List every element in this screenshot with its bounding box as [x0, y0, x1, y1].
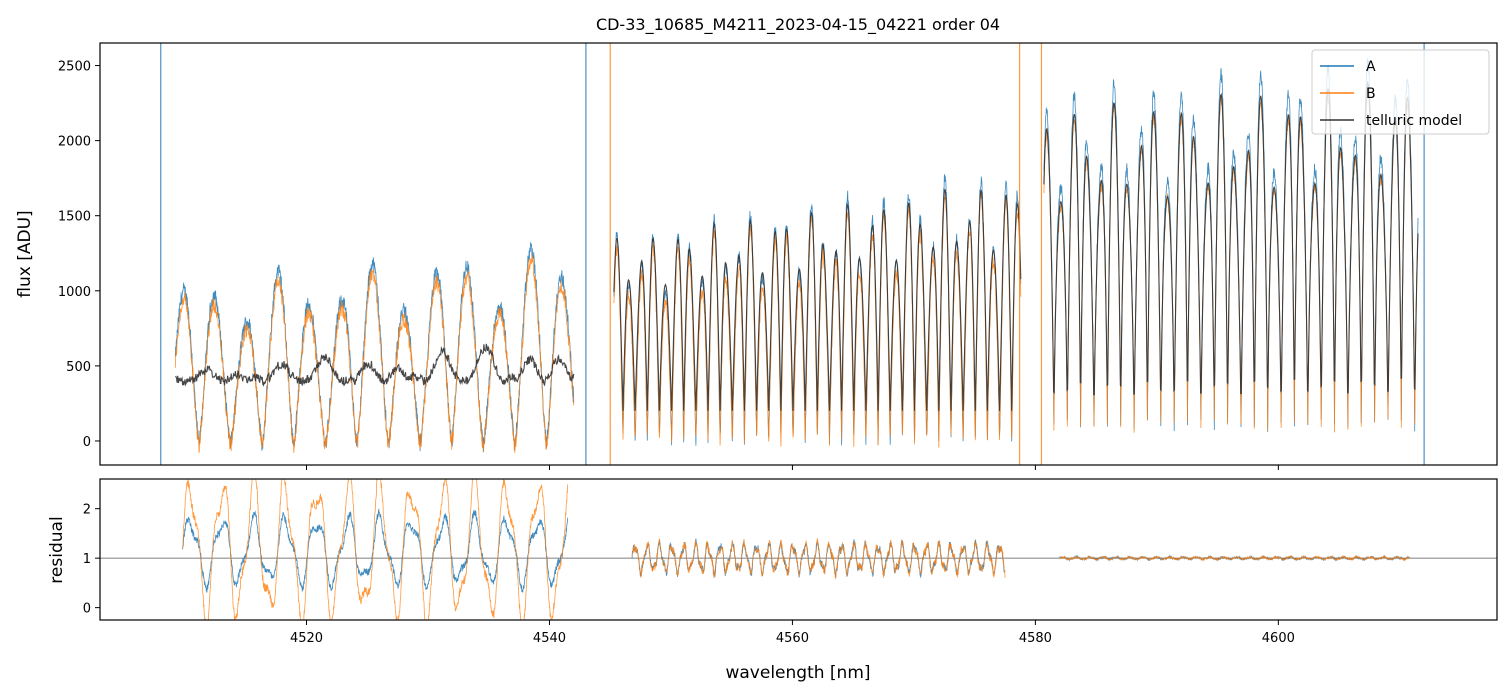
- residual-x-tick-label: 4560: [776, 631, 809, 646]
- legend: A B telluric model: [1311, 49, 1490, 135]
- series-b-line: [174, 253, 575, 454]
- flux-y-tick-label: 0: [83, 435, 91, 450]
- flux-y-tick-label: 500: [66, 360, 91, 375]
- residual-y-label: residual: [47, 516, 67, 583]
- residual-b-line: [182, 479, 569, 620]
- residual-y-tick-label: 1: [83, 552, 91, 567]
- flux-axes-frame: [99, 42, 1498, 466]
- series-a-line: [174, 242, 575, 453]
- legend-label-a: A: [1366, 59, 1376, 75]
- residual-y-tick-label: 2: [83, 503, 91, 518]
- residual-b-line: [631, 537, 1006, 580]
- residual-x-tick-label: 4520: [290, 631, 323, 646]
- residual-b-line: [1059, 554, 1410, 562]
- flux-y-label: flux [ADU]: [15, 210, 35, 297]
- telluric-model-line: [1043, 80, 1419, 396]
- legend-label-model: telluric model: [1366, 113, 1462, 129]
- telluric-model-line: [175, 343, 575, 387]
- flux-panel: 0 500 1000 1500 2000 2500 flux [ADU] A B tell…: [15, 42, 1498, 470]
- flux-y-tick-label: 1500: [58, 210, 91, 225]
- flux-y-tick-label: 1000: [58, 285, 91, 300]
- x-axis-label: wavelength [nm]: [725, 663, 870, 683]
- residual-axes-frame: [99, 478, 1498, 621]
- chart-title: CD-33_10685_M4211_2023-04-15_04221 order…: [596, 15, 1000, 35]
- residual-y-tick-label: 0: [83, 602, 91, 617]
- residual-x-tick-label: 4540: [533, 631, 566, 646]
- residual-x-tick-label: 4600: [1262, 631, 1295, 646]
- residual-x-tick-label: 4580: [1019, 631, 1052, 646]
- flux-y-tick-label: 2500: [58, 60, 91, 75]
- flux-y-tick-label: 2000: [58, 135, 91, 150]
- telluric-model-line: [613, 189, 1022, 411]
- legend-label-b: B: [1366, 86, 1376, 102]
- residual-panel: 0 1 2 4520 4540 4560 4580 4600 residual wavele…: [47, 478, 1498, 683]
